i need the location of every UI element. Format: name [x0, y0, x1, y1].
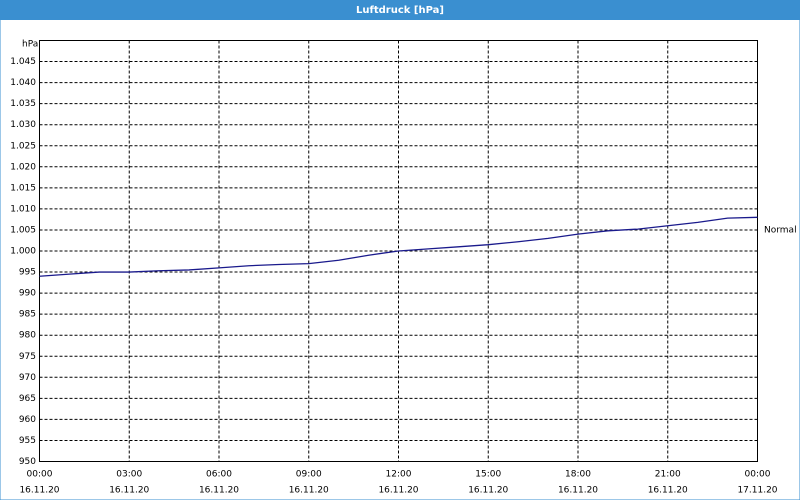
y-tick-label: 1.010 — [10, 204, 36, 214]
x-tick-label: 15:00 — [475, 470, 501, 480]
x-tick-label: 21:00 — [655, 470, 681, 480]
x-tick-label: 09:00 — [296, 470, 322, 480]
y-tick-label: 950 — [19, 457, 36, 467]
y-tick-label: 1.000 — [10, 247, 36, 257]
y-unit: hPa — [22, 40, 38, 50]
y-tick-label: 990 — [19, 289, 36, 299]
title: Luftdruck [hPa] — [356, 5, 444, 16]
y-tick-label: 1.035 — [10, 99, 36, 109]
y-tick-label: 980 — [19, 331, 36, 341]
x-tick-date: 16.11.20 — [648, 486, 688, 496]
x-tick-label: 12:00 — [386, 470, 412, 480]
x-tick-date: 16.11.20 — [468, 486, 508, 496]
y-tick-label: 1.040 — [10, 78, 36, 88]
y-tick-label: 1.025 — [10, 141, 36, 151]
x-tick-date: 16.11.20 — [378, 486, 418, 496]
x-tick-label: 18:00 — [565, 470, 591, 480]
y-tick-label: 985 — [19, 310, 36, 320]
x-tick-label: 06:00 — [206, 470, 232, 480]
y-tick-label: 995 — [19, 268, 36, 278]
x-tick-date: 16.11.20 — [199, 486, 239, 496]
y-tick-label: 1.015 — [10, 183, 36, 193]
y-tick-label: 1.045 — [10, 57, 36, 67]
y-tick-label: 1.020 — [10, 162, 36, 172]
y-tick-label: 965 — [19, 394, 36, 404]
y-tick-label: 960 — [19, 415, 36, 425]
x-tick-label: 03:00 — [116, 470, 142, 480]
x-tick-date: 16.11.20 — [558, 486, 598, 496]
y-tick-label: 1.005 — [10, 225, 36, 235]
title-bar — [0, 0, 800, 20]
y-tick-label: 970 — [19, 373, 36, 383]
y-tick-label: 975 — [19, 352, 36, 362]
x-tick-label: 00:00 — [745, 470, 771, 480]
x-tick-date: 16.11.20 — [289, 486, 329, 496]
annotation: Normal — [764, 225, 797, 235]
y-tick-label: 955 — [19, 436, 36, 446]
y-tick-label: 1.030 — [10, 120, 36, 130]
x-tick-label: 00:00 — [27, 470, 53, 480]
line-series — [39, 216, 758, 277]
x-tick-date: 16.11.20 — [19, 486, 59, 496]
x-tick-date: 17.11.20 — [737, 486, 777, 496]
x-tick-date: 16.11.20 — [109, 486, 149, 496]
